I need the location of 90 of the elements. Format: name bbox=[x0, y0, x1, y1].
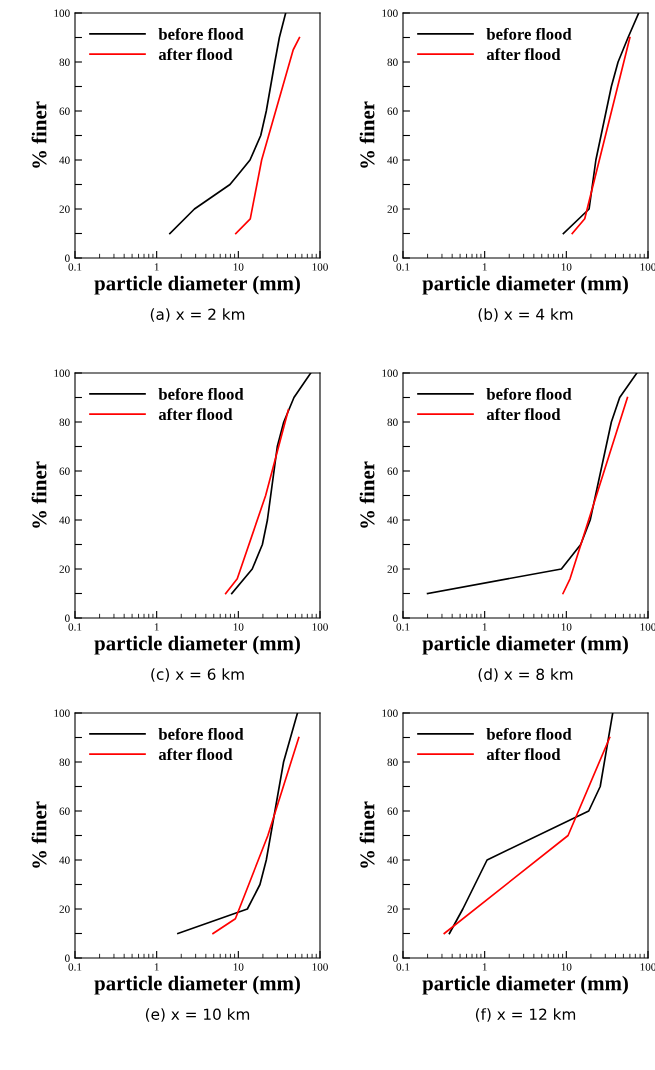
x-tick-label: 0.1 bbox=[68, 263, 82, 271]
y-tick-label: 80 bbox=[59, 58, 70, 66]
y-tick-label: 60 bbox=[59, 107, 70, 115]
legend-label: after flood bbox=[486, 48, 561, 61]
y-tick-label: 60 bbox=[387, 807, 398, 815]
y-axis-title: % finer bbox=[359, 801, 375, 868]
x-axis-title: particle diameter (mm) bbox=[422, 975, 628, 995]
legend-label: before flood bbox=[158, 387, 244, 400]
text: (d) x = 8 km bbox=[478, 668, 573, 682]
y-tick-label: 80 bbox=[59, 758, 70, 766]
x-tick-label: 100 bbox=[312, 263, 328, 271]
x-tick-label: 1 bbox=[154, 623, 159, 631]
x-axis-title: particle diameter (mm) bbox=[94, 275, 300, 295]
y-tick-label: 60 bbox=[59, 467, 70, 475]
y-axis-title: % finer bbox=[359, 101, 375, 168]
x-tick-label: 10 bbox=[233, 623, 244, 631]
y-tick-label: 0 bbox=[65, 954, 70, 962]
y-tick-label: 60 bbox=[387, 107, 398, 115]
text: (f) x = 12 km bbox=[475, 1008, 576, 1022]
x-tick-label: 100 bbox=[640, 263, 655, 271]
y-tick-label: 0 bbox=[65, 614, 70, 622]
y-tick-label: 100 bbox=[382, 709, 398, 717]
x-tick-label: 10 bbox=[233, 963, 244, 971]
y-tick-label: 0 bbox=[65, 254, 70, 262]
y-tick-label: 40 bbox=[387, 156, 398, 164]
x-axis-title: particle diameter (mm) bbox=[422, 275, 628, 295]
x-axis-title: particle diameter (mm) bbox=[94, 635, 300, 655]
x-tick-label: 10 bbox=[561, 623, 572, 631]
text: (a) x = 2 km bbox=[150, 308, 245, 322]
x-tick-label: 10 bbox=[233, 263, 244, 271]
y-tick-label: 20 bbox=[387, 565, 398, 573]
x-tick-label: 10 bbox=[561, 963, 572, 971]
x-tick-label: 1 bbox=[154, 263, 159, 271]
legend-label: before flood bbox=[158, 727, 244, 740]
y-tick-label: 0 bbox=[393, 254, 398, 262]
y-tick-label: 100 bbox=[54, 9, 70, 17]
y-tick-label: 100 bbox=[382, 369, 398, 377]
y-axis-title: % finer bbox=[359, 461, 375, 528]
legend-label: before flood bbox=[486, 27, 572, 40]
y-tick-label: 20 bbox=[59, 205, 70, 213]
y-tick-label: 40 bbox=[387, 516, 398, 524]
y-tick-label: 60 bbox=[387, 467, 398, 475]
legend-label: after flood bbox=[486, 408, 561, 421]
x-tick-label: 100 bbox=[640, 623, 655, 631]
y-tick-label: 100 bbox=[54, 369, 70, 377]
y-tick-label: 100 bbox=[382, 9, 398, 17]
y-tick-label: 20 bbox=[387, 205, 398, 213]
y-axis-title: % finer bbox=[31, 801, 47, 868]
x-tick-label: 1 bbox=[154, 963, 159, 971]
text: (b) x = 4 km bbox=[478, 308, 573, 322]
x-axis-title: particle diameter (mm) bbox=[422, 635, 628, 655]
y-tick-label: 20 bbox=[59, 905, 70, 913]
y-tick-label: 80 bbox=[387, 758, 398, 766]
x-tick-label: 1 bbox=[482, 623, 487, 631]
x-tick-label: 0.1 bbox=[68, 623, 82, 631]
legend-label: after flood bbox=[158, 748, 233, 761]
x-tick-label: 0.1 bbox=[396, 963, 410, 971]
x-tick-label: 0.1 bbox=[68, 963, 82, 971]
y-tick-label: 100 bbox=[54, 709, 70, 717]
y-tick-label: 80 bbox=[387, 418, 398, 426]
y-tick-label: 40 bbox=[387, 856, 398, 864]
y-tick-label: 40 bbox=[59, 516, 70, 524]
y-tick-label: 0 bbox=[393, 954, 398, 962]
legend-label: after flood bbox=[158, 408, 233, 421]
x-tick-label: 100 bbox=[312, 963, 328, 971]
y-axis-title: % finer bbox=[31, 461, 47, 528]
y-tick-label: 60 bbox=[59, 807, 70, 815]
legend-label: before flood bbox=[486, 387, 572, 400]
y-tick-label: 80 bbox=[59, 418, 70, 426]
text: (c) x = 6 km bbox=[151, 668, 244, 682]
text: (e) x = 10 km bbox=[145, 1008, 250, 1022]
x-tick-label: 1 bbox=[482, 963, 487, 971]
y-tick-label: 20 bbox=[59, 565, 70, 573]
y-tick-label: 20 bbox=[387, 905, 398, 913]
legend-label: before flood bbox=[486, 727, 572, 740]
x-tick-label: 100 bbox=[312, 623, 328, 631]
x-tick-label: 1 bbox=[482, 263, 487, 271]
legend-label: after flood bbox=[486, 748, 561, 761]
x-tick-label: 100 bbox=[640, 963, 655, 971]
y-tick-label: 80 bbox=[387, 58, 398, 66]
x-axis-title: particle diameter (mm) bbox=[94, 975, 300, 995]
y-tick-label: 40 bbox=[59, 856, 70, 864]
y-axis-title: % finer bbox=[31, 101, 47, 168]
x-tick-label: 10 bbox=[561, 263, 572, 271]
x-tick-label: 0.1 bbox=[396, 623, 410, 631]
x-tick-label: 0.1 bbox=[396, 263, 410, 271]
y-tick-label: 40 bbox=[59, 156, 70, 164]
legend-label: after flood bbox=[158, 48, 233, 61]
legend-label: before flood bbox=[158, 27, 244, 40]
y-tick-label: 0 bbox=[393, 614, 398, 622]
